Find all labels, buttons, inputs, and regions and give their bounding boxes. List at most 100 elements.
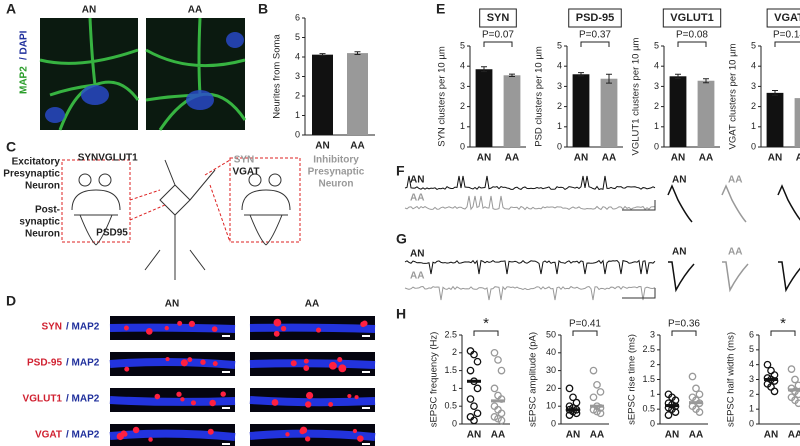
dendrite-decoration (249, 359, 376, 369)
row-label: / MAP2 (66, 430, 100, 441)
scale-bar (362, 371, 370, 373)
y-tick-label: 0 (551, 418, 556, 428)
significance-bracket (473, 330, 499, 336)
diagram-label: Neuron (25, 229, 60, 240)
puncta-decoration (177, 320, 183, 326)
y-tick-label: 10 (546, 401, 556, 411)
trace-label: AN (410, 249, 424, 260)
stain-label: MAP2 / DAPI (19, 30, 30, 94)
y-tick-label: 2 (295, 90, 300, 100)
chart-title: SYN (487, 12, 510, 24)
error-bar (578, 72, 584, 77)
y-tick-label: 3 (749, 374, 754, 384)
y-tick-label: 2 (749, 389, 754, 399)
significance-bracket (770, 330, 796, 336)
trace-decoration (404, 259, 656, 275)
puncta-decoration (303, 358, 309, 364)
y-axis-label: VGAT clusters per 10 µm (728, 43, 739, 149)
x-tick-label: AN (671, 153, 685, 164)
y-axis-label: sEPSC amplitude (pA) (528, 332, 539, 427)
inset-decoration (777, 184, 800, 221)
panel-label: F (396, 163, 405, 179)
data-point (794, 399, 800, 408)
y-tick-label: 4 (460, 61, 465, 71)
data-point (490, 348, 499, 357)
scale-bar (222, 443, 230, 445)
bar (347, 53, 368, 135)
scale-bar (622, 200, 656, 211)
y-tick-label: 1 (749, 404, 754, 414)
y-tick-label: 3 (557, 81, 562, 91)
scale-bar (362, 335, 370, 337)
data-point (596, 409, 605, 418)
error-bar (319, 53, 326, 57)
y-tick-label: 50 (546, 329, 556, 339)
bar (766, 92, 784, 147)
error-bar (509, 73, 515, 78)
annotation: * (483, 315, 489, 332)
data-point (664, 411, 673, 419)
y-tick-label: 3 (295, 71, 300, 81)
significance-bracket (580, 41, 610, 47)
title-box (568, 8, 622, 28)
y-tick-label: 0 (650, 418, 655, 428)
significance-bracket (483, 41, 513, 47)
data-point (473, 384, 482, 393)
annotation: * (780, 315, 786, 332)
title-box (662, 8, 722, 28)
stain-blue: / DAPI (19, 30, 30, 60)
diagram-label: PSD95 (96, 228, 128, 239)
data-point (770, 387, 779, 396)
puncta-decoration (315, 327, 322, 333)
y-tick-label: 2.5 (444, 329, 457, 339)
data-point (473, 409, 482, 418)
data-point (470, 402, 478, 411)
y-tick-label: 2 (654, 101, 659, 111)
y-tick-label: 2.5 (642, 344, 655, 354)
x-tick-label: AN (467, 430, 481, 441)
puncta-decoration (285, 432, 290, 437)
diagram-label: Inhibitory (313, 155, 359, 166)
y-tick-label: 4 (654, 61, 659, 71)
puncta-decoration (328, 401, 334, 407)
inset-decoration (667, 184, 693, 223)
synapse-drawing (71, 159, 291, 280)
data-point (596, 388, 605, 396)
y-tick-label: 5 (460, 40, 465, 50)
error-bar (354, 51, 361, 55)
x-tick-label: AN (574, 153, 588, 164)
data-point (494, 356, 502, 364)
y-tick-label: 4 (749, 359, 754, 369)
data-point (569, 393, 577, 402)
data-point (695, 408, 704, 416)
callout-box (229, 157, 301, 243)
column-label: AN (165, 299, 179, 310)
x-tick-label: AN (665, 430, 679, 441)
puncta-decoration (145, 328, 153, 335)
data-point (497, 416, 506, 425)
scale-bar (362, 443, 370, 445)
y-tick-label: 3 (654, 81, 659, 91)
data-point (470, 416, 478, 425)
trace-label: AN (410, 175, 424, 186)
puncta-decoration (360, 321, 366, 328)
y-tick-label: 30 (546, 365, 556, 375)
annotation: P=0.14 (773, 30, 800, 41)
puncta-decoration (132, 426, 140, 434)
puncta-decoration (304, 436, 311, 442)
row-label: / MAP2 (66, 322, 100, 333)
y-tick-label: 6 (749, 329, 754, 339)
title-box (766, 8, 800, 28)
x-tick-label: AN (315, 141, 329, 152)
inset-decoration (721, 184, 747, 223)
trace-decoration (404, 175, 656, 191)
diagram-label: Neuron (25, 181, 60, 192)
data-point (565, 411, 574, 419)
y-tick-label: 5 (654, 40, 659, 50)
y-tick-label: 1 (295, 110, 300, 120)
puncta-decoration (211, 326, 218, 332)
y-tick-label: 1 (452, 383, 457, 393)
puncta-decoration (306, 391, 314, 400)
data-point (497, 366, 506, 375)
y-tick-label: 0 (654, 141, 659, 151)
